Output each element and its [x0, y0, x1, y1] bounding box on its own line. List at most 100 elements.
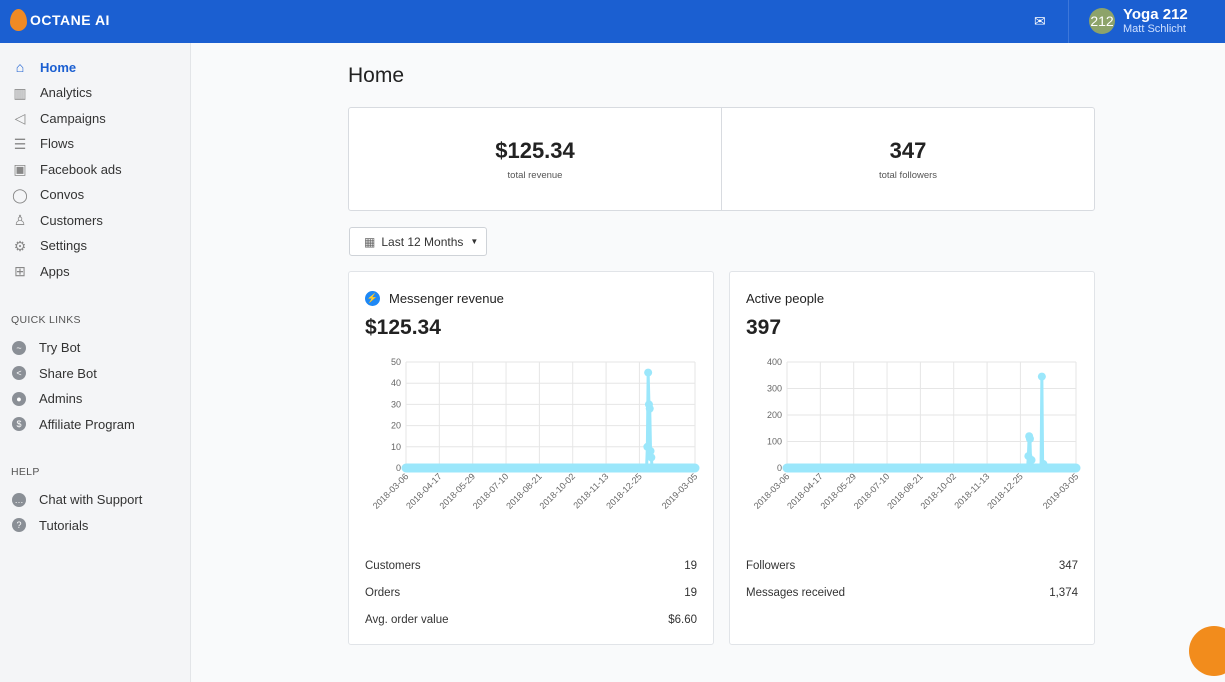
- y-tick-label: 20: [391, 421, 401, 431]
- divider: [1068, 0, 1069, 43]
- section-heading: QUICK LINKS: [11, 314, 81, 326]
- sidebar-item-facebook-ads[interactable]: ▣ Facebook ads: [0, 161, 122, 177]
- caret-down-icon: ▼: [470, 237, 479, 246]
- sidebar-item-analytics[interactable]: ▥ Analytics: [0, 85, 92, 101]
- row-label: Followers: [746, 560, 796, 572]
- table-row: Followers 347: [746, 560, 1078, 572]
- quick-link-share-bot[interactable]: < Share Bot: [0, 366, 97, 381]
- help-label: Tutorials: [39, 517, 89, 533]
- sidebar-item-label: Convos: [40, 187, 85, 202]
- y-tick-label: 200: [767, 410, 782, 420]
- sidebar: ⌂ Home ▥ Analytics ◁ Campaigns ☰ Flows ▣ Facebook…: [0, 43, 191, 682]
- flame-icon: [10, 9, 27, 31]
- y-tick-label: 30: [391, 399, 401, 409]
- quick-link-label: Try Bot: [39, 340, 81, 355]
- flows-icon: ☰: [13, 135, 27, 152]
- card-title: Active people: [746, 291, 825, 306]
- date-range-label: Last 12 Months: [381, 234, 464, 249]
- help-tutorials[interactable]: ? Tutorials: [0, 518, 88, 533]
- chat-bubble-icon: ◯: [12, 186, 28, 203]
- sidebar-item-label: Campaigns: [40, 110, 106, 126]
- section-heading: HELP: [11, 466, 40, 478]
- x-tick-label: 2019-03-05: [660, 471, 700, 511]
- date-range-dropdown[interactable]: ▦ Last 12 Months ▼: [349, 227, 487, 256]
- sidebar-item-label: Customers: [40, 212, 103, 228]
- support-chat-button[interactable]: [1189, 626, 1225, 676]
- sidebar-item-flows[interactable]: ☰ Flows: [0, 136, 74, 152]
- account-name[interactable]: Yoga 212: [1123, 6, 1188, 23]
- messenger-revenue-card: ⚡ Messenger revenue $125.34 0 10 20 30 40 50 20…: [348, 271, 714, 645]
- y-tick-label: 10: [391, 442, 401, 452]
- x-tick-label: 2019-03-05: [1041, 471, 1081, 511]
- y-tick-label: 300: [767, 384, 782, 394]
- table-row: Customers 19: [365, 560, 697, 572]
- stat-total-followers: 347 total followers: [721, 108, 1094, 210]
- card-value: $125.34: [365, 316, 441, 339]
- sidebar-item-settings[interactable]: ⚙ Settings: [0, 238, 87, 254]
- quick-link-admins[interactable]: ● Admins: [0, 391, 82, 406]
- table-row: Avg. order value $6.60: [365, 614, 697, 626]
- stats-panel: $125.34 total revenue 347 total followers: [348, 107, 1095, 211]
- y-tick-label: 400: [767, 357, 782, 367]
- row-value: 1,374: [1049, 587, 1078, 599]
- messenger-icon: ⚡: [365, 291, 380, 306]
- megaphone-icon: ◁: [14, 110, 26, 126]
- quick-link-label: Share Bot: [39, 365, 97, 381]
- row-label: Customers: [365, 560, 421, 572]
- card-title: Messenger revenue: [389, 291, 504, 306]
- active-people-chart: 01002003004002018-03-062018-04-172018-05…: [752, 357, 1081, 511]
- gear-icon: ⚙: [13, 237, 27, 254]
- stat-label: total followers: [878, 170, 938, 181]
- avatar[interactable]: 212: [1089, 8, 1115, 34]
- stat-value: 347: [889, 138, 927, 163]
- question-icon: ?: [12, 518, 26, 532]
- sidebar-item-convos[interactable]: ◯ Convos: [0, 187, 84, 203]
- revenue-chart: 010203040502018-03-062018-04-172018-05-2…: [371, 357, 700, 511]
- chat-icon: …: [12, 492, 26, 507]
- account-user: Matt Schlicht: [1123, 23, 1186, 35]
- stat-label: total revenue: [507, 170, 563, 181]
- sidebar-item-campaigns[interactable]: ◁ Campaigns: [0, 110, 106, 126]
- sidebar-item-customers[interactable]: ♙ Customers: [0, 212, 103, 228]
- x-tick-label: 2018-10-02: [919, 471, 959, 511]
- facebook-icon: ▣: [13, 161, 27, 177]
- help-label: Chat with Support: [39, 492, 143, 507]
- x-tick-label: 2018-12-25: [985, 471, 1025, 511]
- row-value: 19: [684, 560, 697, 572]
- data-point: [645, 404, 654, 413]
- row-value: 347: [1058, 560, 1078, 572]
- quick-link-affiliate-program[interactable]: $ Affiliate Program: [0, 417, 135, 432]
- y-tick-label: 40: [391, 378, 401, 388]
- data-point: [1027, 456, 1036, 465]
- user-circle-icon: ●: [12, 391, 26, 406]
- row-label: Messages received: [746, 587, 846, 599]
- quick-link-try-bot[interactable]: ~ Try Bot: [0, 340, 80, 355]
- stat-total-revenue: $125.34 total revenue: [349, 108, 721, 210]
- sidebar-item-label: Facebook ads: [40, 161, 122, 177]
- top-bar: OCTANE AI ✉ 212 Yoga 212 Matt Schlicht: [0, 0, 1225, 43]
- brand-name: OCTANE AI: [30, 12, 110, 28]
- brand-logo[interactable]: OCTANE AI: [10, 9, 110, 31]
- data-point: [644, 368, 653, 377]
- data-point: [1037, 372, 1046, 381]
- page-title: Home: [348, 64, 405, 87]
- x-tick-label: 2018-10-02: [538, 471, 578, 511]
- y-tick-label: 100: [767, 437, 782, 447]
- dollar-icon: $: [12, 417, 26, 431]
- series-line: [787, 376, 1076, 470]
- y-tick-label: 0: [777, 463, 782, 473]
- sidebar-item-label: Apps: [40, 263, 70, 279]
- row-value: $6.60: [668, 614, 697, 626]
- calendar-icon: ▦: [364, 234, 376, 249]
- sidebar-item-label: Analytics: [40, 85, 93, 100]
- y-tick-label: 0: [396, 463, 401, 473]
- y-tick-label: 50: [391, 357, 401, 367]
- quick-link-label: Admins: [39, 391, 83, 406]
- sidebar-item-home[interactable]: ⌂ Home: [0, 59, 76, 75]
- mail-icon[interactable]: ✉: [1034, 13, 1046, 29]
- data-point: [1039, 460, 1048, 469]
- data-point: [647, 453, 656, 462]
- home-icon: ⌂: [15, 59, 25, 75]
- sidebar-item-apps[interactable]: ⊞ Apps: [0, 263, 70, 279]
- help-chat-with-support[interactable]: … Chat with Support: [0, 492, 142, 507]
